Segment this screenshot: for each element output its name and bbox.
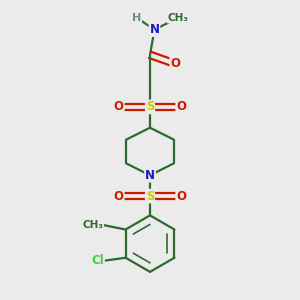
- Text: S: S: [146, 190, 154, 202]
- Text: H: H: [132, 13, 141, 23]
- Text: O: O: [170, 57, 180, 70]
- Text: CH₃: CH₃: [168, 13, 189, 23]
- Text: S: S: [146, 100, 154, 113]
- Text: CH₃: CH₃: [82, 220, 103, 230]
- Text: O: O: [176, 190, 186, 202]
- Text: O: O: [114, 190, 124, 202]
- Text: O: O: [114, 100, 124, 113]
- Text: N: N: [149, 23, 160, 36]
- Text: O: O: [176, 100, 186, 113]
- Text: Cl: Cl: [92, 254, 104, 267]
- Text: N: N: [145, 169, 155, 182]
